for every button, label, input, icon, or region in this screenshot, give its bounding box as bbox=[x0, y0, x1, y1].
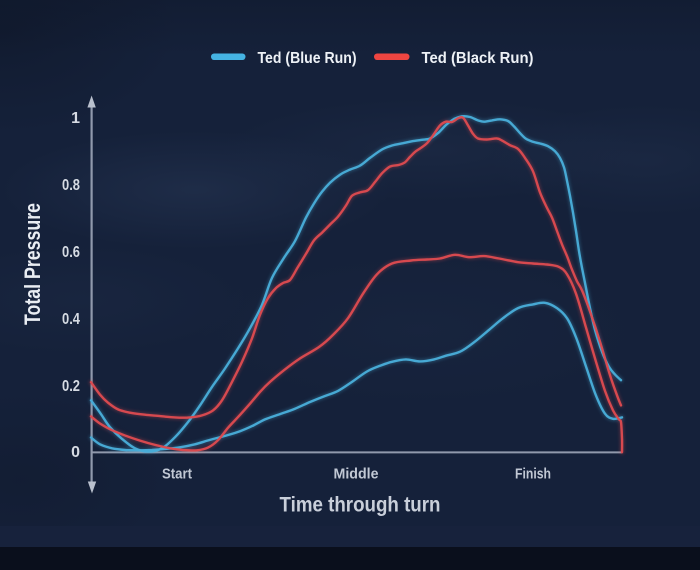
svg-text:Time through turn: Time through turn bbox=[280, 494, 441, 517]
svg-text:Finish: Finish bbox=[515, 466, 551, 483]
svg-text:0: 0 bbox=[71, 444, 80, 461]
svg-text:Ted (Black Run): Ted (Black Run) bbox=[422, 50, 534, 67]
svg-text:Ted (Blue Run): Ted (Blue Run) bbox=[258, 50, 357, 67]
svg-text:0.4: 0.4 bbox=[62, 311, 80, 328]
svg-text:Middle: Middle bbox=[334, 466, 379, 483]
svg-text:1: 1 bbox=[71, 110, 80, 127]
svg-text:0.6: 0.6 bbox=[62, 244, 80, 261]
svg-text:Start: Start bbox=[162, 466, 192, 483]
svg-text:0.8: 0.8 bbox=[62, 177, 80, 194]
svg-text:0.2: 0.2 bbox=[62, 378, 80, 395]
svg-text:Total Pressure: Total Pressure bbox=[20, 203, 45, 325]
